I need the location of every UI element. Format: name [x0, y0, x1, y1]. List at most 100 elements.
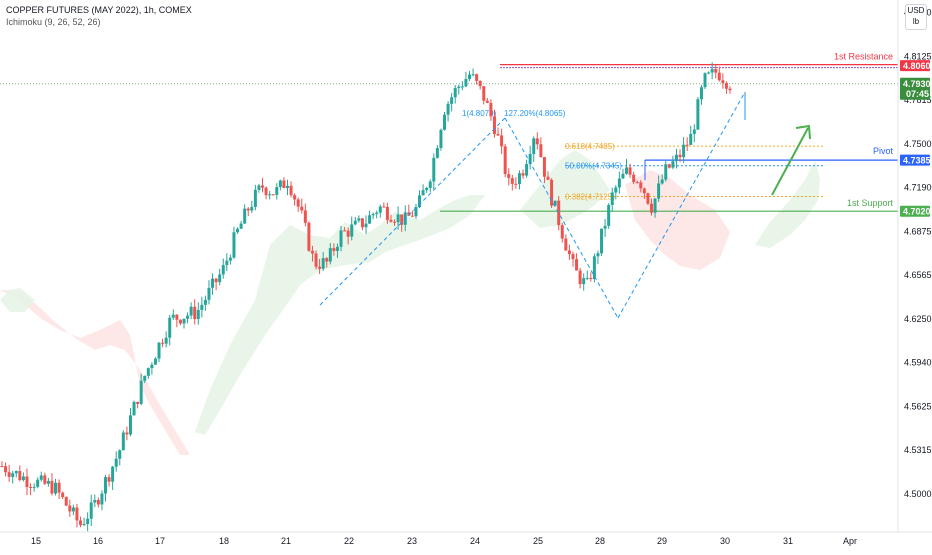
support-tag-text: 4.7020: [903, 207, 931, 217]
candle-body: [603, 225, 607, 229]
candle-body: [314, 253, 318, 267]
candle-body: [307, 222, 311, 251]
candle: [57, 479, 61, 500]
candle-body: [143, 375, 147, 381]
candle-body: [178, 319, 182, 324]
candle: [339, 225, 343, 252]
candle: [196, 302, 200, 325]
candle-body: [385, 206, 389, 220]
cloud-region-4: [520, 150, 610, 228]
candle: [71, 504, 75, 516]
currency-unit-button[interactable]: USD lb: [905, 4, 927, 30]
candle-body: [232, 232, 236, 258]
candle-body: [353, 220, 357, 225]
candle: [492, 109, 496, 138]
candle-body: [75, 507, 79, 521]
candle-body: [464, 79, 468, 87]
candle: [186, 312, 190, 324]
candle: [86, 512, 90, 532]
candle: [489, 99, 493, 121]
candle: [689, 125, 693, 145]
candle-body: [443, 114, 447, 130]
candle: [721, 73, 725, 89]
candle-body: [50, 480, 54, 494]
candle: [435, 145, 439, 159]
candle-body: [450, 97, 454, 104]
projection-arrow: [771, 124, 811, 196]
candle: [11, 470, 15, 484]
candle: [18, 465, 22, 482]
candle-body: [671, 161, 675, 168]
candle: [596, 250, 600, 265]
resistance-label: 1st Resistance: [834, 52, 893, 62]
cloud-region-5: [625, 170, 730, 270]
candle: [575, 253, 579, 271]
candle: [639, 180, 643, 193]
candle: [103, 474, 107, 502]
candle: [118, 449, 122, 466]
time-tick-label: 22: [344, 536, 354, 546]
candle: [603, 218, 607, 237]
candle-body: [218, 274, 222, 283]
candle-body: [103, 477, 107, 494]
candle: [4, 462, 8, 477]
indicator-legend[interactable]: Ichimoku (9, 26, 52, 26): [6, 17, 101, 27]
candle-body: [446, 103, 450, 115]
pivot-tag-text: 4.7385: [903, 156, 931, 166]
pivot-tag: [900, 154, 930, 166]
candle-body: [275, 187, 279, 195]
candle-body: [93, 500, 97, 503]
candle-body: [482, 86, 486, 101]
candle-body: [164, 337, 168, 344]
pattern-leg-3: [617, 91, 746, 319]
candle-body: [710, 69, 714, 73]
candle: [425, 186, 429, 193]
candle-body: [18, 471, 22, 481]
candle-body: [29, 487, 33, 489]
candle-body: [257, 185, 261, 190]
candle: [557, 195, 561, 231]
candle-body: [39, 475, 43, 480]
candle-body: [507, 174, 511, 179]
candle: [153, 357, 157, 365]
candle: [592, 253, 596, 283]
candle-body: [321, 258, 325, 269]
time-tick-label: 18: [219, 536, 229, 546]
candle: [510, 174, 514, 191]
chart-title: COPPER FUTURES (MAY 2022), 1h, COMEX: [6, 5, 192, 15]
candle: [261, 177, 265, 193]
candle-body: [196, 309, 200, 319]
candle-body: [489, 102, 493, 117]
candle-body: [161, 342, 165, 344]
candle-body: [410, 215, 414, 217]
candle: [328, 242, 332, 265]
candle: [410, 210, 414, 217]
candle: [79, 516, 83, 528]
candle-body: [171, 314, 175, 318]
candles: [0, 62, 732, 532]
candle: [657, 175, 661, 202]
candle-body: [578, 270, 582, 285]
candle-body: [567, 250, 571, 255]
time-tick-label: 23: [407, 536, 417, 546]
candle-body: [550, 179, 554, 206]
fib-ext-1272-label: 127.20%(4.8065): [504, 109, 566, 118]
candle-body: [639, 182, 643, 189]
candle: [614, 184, 618, 200]
candle-body: [189, 306, 193, 316]
candle: [289, 181, 293, 198]
candle: [39, 471, 43, 482]
candle: [146, 367, 150, 379]
candle: [271, 194, 275, 196]
candle: [432, 153, 436, 190]
candle-body: [86, 518, 90, 524]
candle-body: [82, 523, 86, 525]
candle: [307, 221, 311, 252]
candle-body: [118, 450, 122, 459]
candle: [296, 197, 300, 212]
candle-body: [332, 248, 336, 251]
candle-body: [485, 100, 489, 103]
candle: [178, 319, 182, 326]
